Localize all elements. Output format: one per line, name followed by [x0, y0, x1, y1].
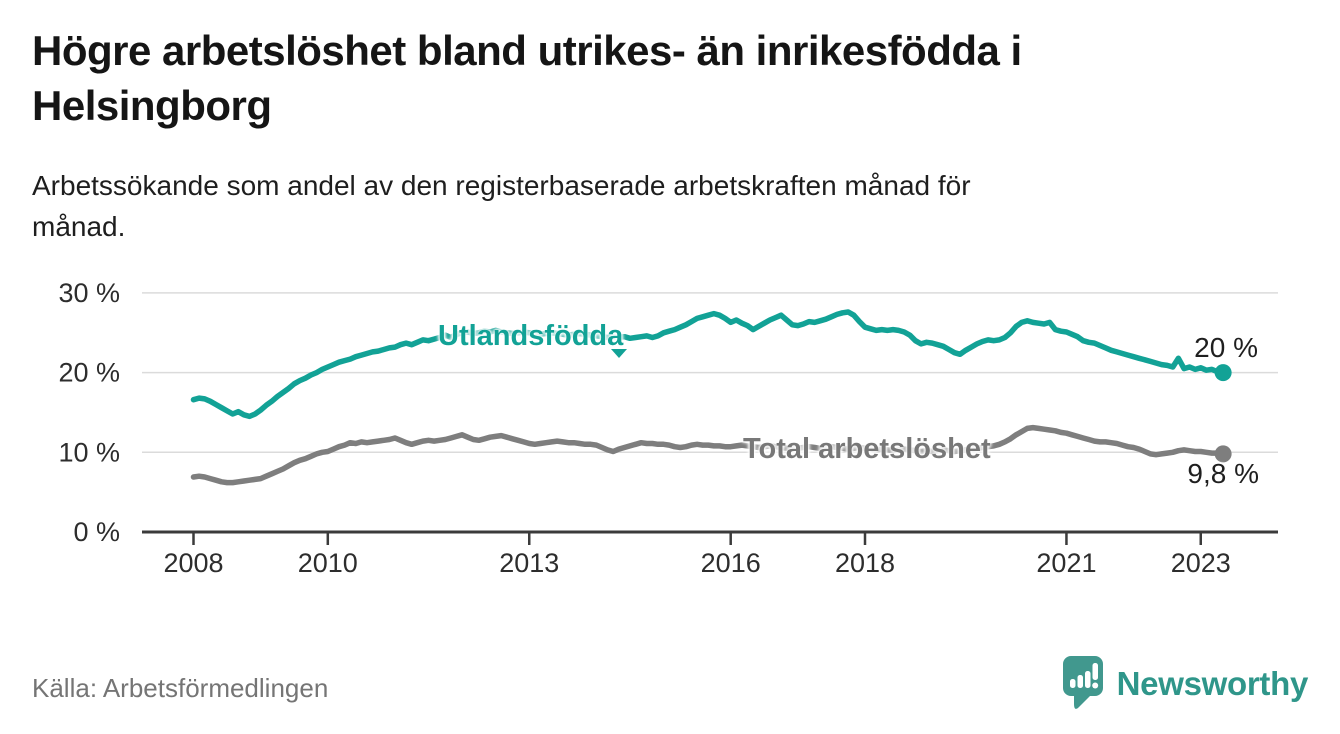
y-tick-label-30: 30 %: [58, 278, 120, 308]
series-line-utlandsfodda: [190, 309, 1226, 420]
x-tick-label-2013: 2013: [499, 548, 559, 578]
newsworthy-bubble-chart-icon: [1062, 656, 1103, 709]
y-tick-label-0: 0 %: [73, 517, 120, 547]
end-value-label-total: 9,8 %: [1187, 458, 1259, 489]
series-label-utlandsfodda: Utlandsfödda: [438, 320, 624, 352]
y-tick-label-10: 10 %: [58, 437, 120, 467]
source-note: Källa: Arbetsförmedlingen: [32, 673, 329, 703]
x-tick-label-2018: 2018: [835, 548, 895, 578]
title-line-2: Helsingborg: [32, 81, 272, 129]
series-label-total-arbetsloshet: Total arbetslöshet: [743, 433, 991, 465]
chart-subtitle: Arbetssökande som andel av den registerb…: [32, 166, 1252, 247]
series-end-dot-utlandsfodda: [1214, 364, 1232, 382]
subtitle-line-1: Arbetssökande som andel av den registerb…: [32, 170, 971, 201]
x-tick-label-2008: 2008: [163, 548, 223, 578]
series-line-total: [190, 424, 1226, 486]
y-tick-label-20: 20 %: [58, 358, 120, 388]
series-label-pointer-icon: [611, 349, 627, 358]
end-value-label-utlandsfodda: 20 %: [1194, 332, 1258, 363]
brand-wordmark: Newsworthy: [1116, 665, 1309, 702]
title-line-1: Högre arbetslöshet bland utrikes- än inr…: [32, 27, 1022, 74]
x-tick-label-2010: 2010: [298, 548, 358, 578]
x-tick-label-2023: 2023: [1171, 548, 1231, 578]
brand-logo: Newsworthy: [1062, 656, 1309, 712]
subtitle-line-2: månad.: [32, 210, 126, 242]
x-tick-label-2021: 2021: [1036, 548, 1096, 578]
page-title: Högre arbetslöshet bland utrikes- än inr…: [32, 24, 1302, 133]
x-tick-label-2016: 2016: [701, 548, 761, 578]
